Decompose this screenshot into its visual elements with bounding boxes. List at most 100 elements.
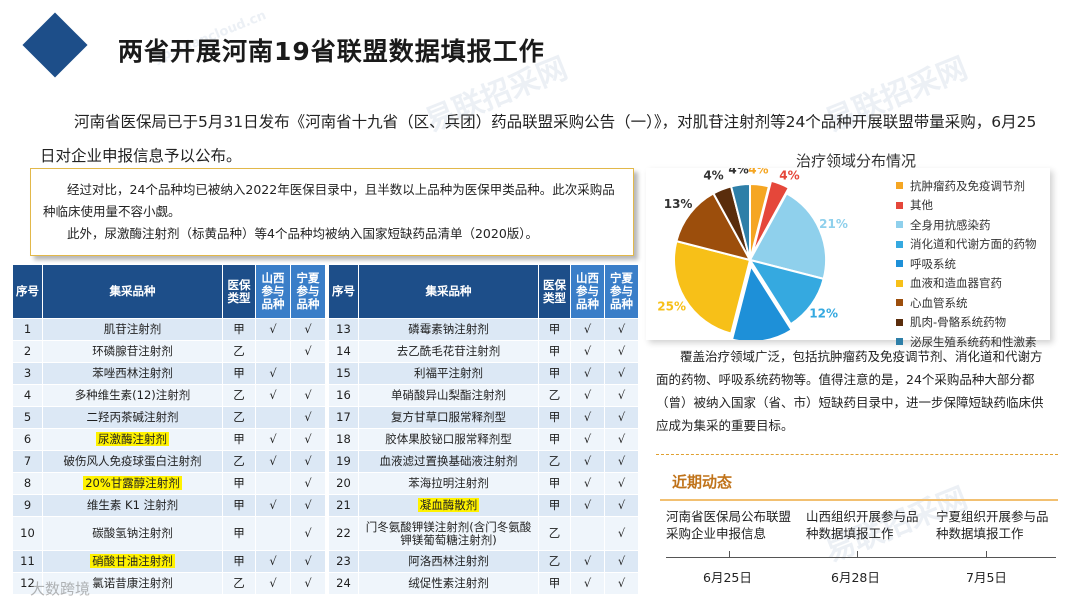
- cell-type: 甲: [222, 428, 256, 451]
- cell-type-text: 甲: [548, 498, 561, 512]
- legend-label: 抗肿瘤药及免疫调节剂: [910, 178, 1025, 193]
- cell-no: 13: [328, 318, 359, 341]
- cell-ningxia: √: [290, 516, 326, 551]
- cell-type-text: 甲: [548, 322, 561, 336]
- pie-slice: [748, 192, 827, 281]
- timeline-axis: [666, 557, 1056, 558]
- cell-shanxi: √: [255, 362, 291, 385]
- cell-type-text: 甲: [233, 526, 245, 540]
- legend-swatch: [896, 318, 903, 326]
- cell-no: 1: [12, 318, 43, 341]
- cell-ningxia-text: √: [304, 476, 312, 490]
- cell-no-text: 9: [23, 498, 32, 512]
- cell-no-text: 18: [336, 432, 351, 446]
- cell-ningxia-text: √: [304, 432, 312, 446]
- recent-title: 近期动态: [672, 473, 733, 491]
- cell-name: 复方甘草口服常释剂型: [358, 406, 539, 429]
- cell-type-text: 甲: [548, 576, 561, 590]
- divider: [656, 454, 1058, 455]
- cell-name-text: 去乙酰毛花苷注射剂: [396, 344, 501, 358]
- cell-no: 20: [328, 472, 359, 495]
- cell-shanxi: √: [570, 472, 605, 495]
- cell-name-text: 血液滤过置换基础液注射剂: [379, 454, 518, 468]
- table-row: 2 环磷腺苷注射剂 乙 √: [12, 340, 326, 363]
- table-row: 16 单硝酸异山梨酯注射剂 乙 √ √: [328, 384, 639, 407]
- cell-shanxi-text: √: [269, 388, 277, 402]
- cell-shanxi-text: √: [583, 476, 592, 490]
- cell-name: 去乙酰毛花苷注射剂: [358, 340, 539, 363]
- cell-ningxia-text: √: [617, 366, 626, 380]
- cell-no: 16: [328, 384, 359, 407]
- cell-shanxi-text: √: [583, 432, 592, 446]
- cell-no: 23: [328, 550, 359, 573]
- cell-no-text: 10: [20, 526, 35, 540]
- cell-shanxi-text: √: [269, 366, 277, 380]
- cell-type-text: 甲: [233, 432, 245, 446]
- legend-item: 抗肿瘤药及免疫调节剂: [896, 176, 1037, 196]
- cell-name-text: 门冬氨酸钾镁注射剂(含门冬氨酸钾镁葡萄糖注射剂): [365, 519, 532, 547]
- cell-shanxi: √: [255, 428, 291, 451]
- table-row: 9 维生素 K1 注射剂 甲 √ √: [12, 494, 326, 517]
- cell-name: 血液滤过置换基础液注射剂: [358, 450, 539, 473]
- callout-box: 经过对比，24个品种均已被纳入2022年医保目录中，且半数以上品种为医保甲类品种…: [30, 168, 634, 256]
- legend-item: 消化道和代谢方面的药物: [896, 235, 1037, 255]
- chart-title: 治疗领域分布情况: [796, 152, 917, 170]
- cell-shanxi: [255, 406, 291, 429]
- cell-type-text: 乙: [548, 554, 561, 568]
- cell-no: 6: [12, 428, 43, 451]
- cell-no: 11: [12, 550, 43, 573]
- cell-type: 乙: [538, 550, 571, 573]
- cell-no-text: 11: [20, 554, 35, 568]
- header-type: 医保类型: [538, 264, 571, 319]
- legend-label: 泌尿生殖系统药和性激素: [910, 334, 1037, 349]
- table-row: 1 肌苷注射剂 甲 √ √: [12, 318, 326, 341]
- cell-shanxi: √: [570, 362, 605, 385]
- cell-shanxi: √: [570, 318, 605, 341]
- timeline-date: 6月25日: [703, 570, 752, 585]
- header-shanxi: 山西参与品种: [570, 264, 605, 319]
- table-row: 14 去乙酰毛花苷注射剂 甲 √ √: [328, 340, 639, 363]
- cell-shanxi-text: √: [583, 344, 592, 358]
- cell-type: 甲: [538, 428, 571, 451]
- pie-chart: 4%4%21%12%13%25%13%4%4%: [657, 168, 848, 340]
- pie-slice: [730, 263, 794, 340]
- table-row: 12 氯诺昔康注射剂 乙 √ √: [12, 572, 326, 595]
- legend-label: 肌肉-骨骼系统药物: [910, 315, 1007, 330]
- cell-name: 维生素 K1 注射剂: [42, 494, 223, 517]
- cell-ningxia: √: [290, 340, 326, 363]
- cell-shanxi-text: √: [269, 322, 277, 336]
- cell-name-text: 二羟丙茶碱注射剂: [86, 410, 179, 424]
- cell-shanxi: [255, 340, 291, 363]
- cell-type-text: 甲: [233, 322, 245, 336]
- timeline-tick: [986, 551, 987, 558]
- cell-no-text: 5: [23, 410, 32, 424]
- header-ningxia: 宁夏参与品种: [604, 264, 639, 319]
- cell-no-text: 6: [23, 432, 32, 446]
- legend-item: 泌尿生殖系统药和性激素: [896, 332, 1037, 352]
- cell-ningxia: √: [604, 494, 639, 517]
- cell-no: 22: [328, 516, 359, 551]
- cell-name-text: 苯海拉明注射剂: [408, 476, 489, 490]
- cell-type-text: 乙: [233, 344, 245, 358]
- cell-name-text: 胶体果胶铋口服常释剂型: [385, 432, 512, 446]
- cell-name: 门冬氨酸钾镁注射剂(含门冬氨酸钾镁葡萄糖注射剂): [358, 516, 539, 551]
- legend-swatch: [896, 299, 903, 307]
- callout-paragraph-1: 经过对比，24个品种均已被纳入2022年医保目录中，且半数以上品种为医保甲类品种…: [43, 182, 615, 219]
- cell-ningxia: √: [604, 340, 639, 363]
- pie-slice: [673, 239, 752, 335]
- legend-label: 消化道和代谢方面的药物: [910, 237, 1037, 252]
- cell-ningxia-text: √: [304, 410, 312, 424]
- cell-ningxia: √: [290, 318, 326, 341]
- cell-shanxi: √: [255, 318, 291, 341]
- cell-ningxia: √: [604, 362, 639, 385]
- legend-swatch: [896, 221, 903, 229]
- cell-no-text: 15: [336, 366, 351, 380]
- cell-ningxia: √: [604, 516, 639, 551]
- table-row: 4 多种维生素(12)注射剂 乙 √ √: [12, 384, 326, 407]
- table-row: 5 二羟丙茶碱注射剂 乙 √: [12, 406, 326, 429]
- cell-name: 凝血酶散剂: [358, 494, 539, 517]
- cell-type-text: 乙: [233, 576, 245, 590]
- cell-ningxia: √: [604, 450, 639, 473]
- legend-item: 心血管系统: [896, 293, 1037, 313]
- legend-swatch: [896, 201, 903, 209]
